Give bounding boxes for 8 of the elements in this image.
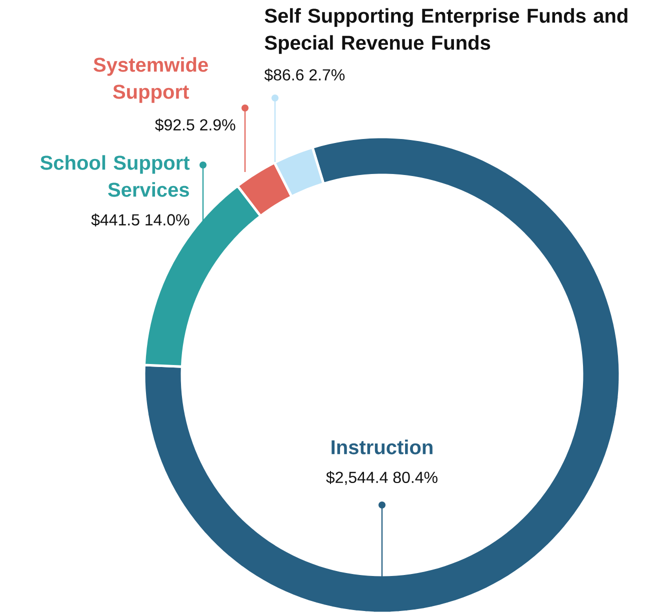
slice-label: Self Supporting Enterprise Funds and Special Revenue Funds: [264, 8, 628, 54]
data-label: $92.5 2.9%: [155, 118, 236, 132]
slice-label: Instruction: [332, 440, 432, 454]
data-label: $2,544.4 80.4%: [326, 471, 438, 485]
data-label: $441.5 14.0%: [91, 214, 190, 226]
slice-label: Systemwide Support: [94, 57, 208, 103]
legend-label: School Support Services: [40, 155, 190, 197]
data-label: $86.6 2.7%: [264, 68, 345, 82]
